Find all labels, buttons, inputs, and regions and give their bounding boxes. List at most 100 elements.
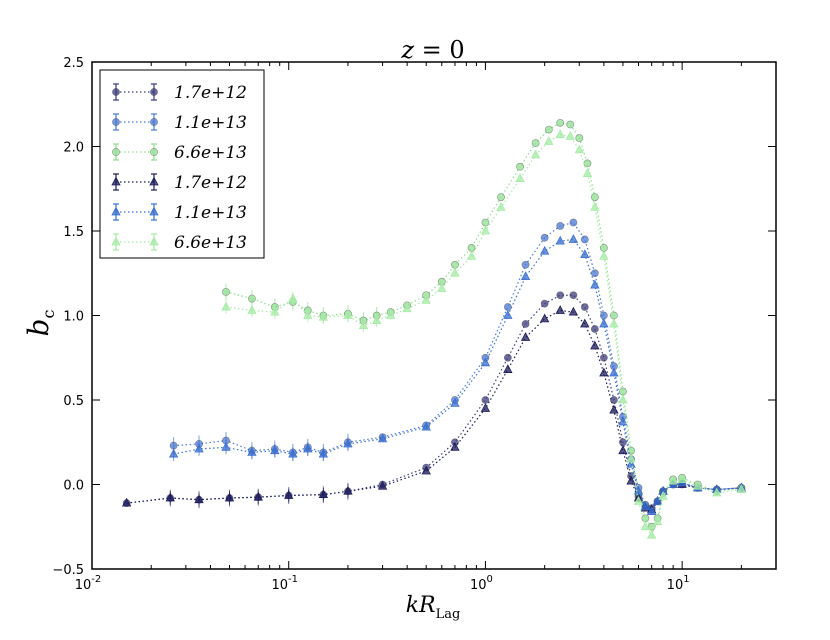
data-point: [343, 310, 353, 319]
y-tick-label: 1.5: [63, 225, 84, 240]
legend-entry: 6.6e+13: [112, 143, 247, 163]
data-point: [194, 494, 204, 504]
data-point: [247, 305, 257, 314]
data-point: [582, 168, 593, 177]
legend: 1.7e+12 1.1e+13 6.6e+13 1.7e+12 1.1e+13 6.6e+…: [99, 69, 265, 259]
y-tick-label: 2.0: [63, 141, 84, 156]
legend-label: 1.1e+13: [174, 113, 247, 133]
data-point: [503, 310, 513, 319]
series-layer: [121, 118, 747, 539]
data-point: [480, 225, 491, 235]
data-point: [609, 404, 619, 414]
legend-marker: [112, 148, 120, 156]
data-point: [194, 443, 204, 453]
data-point: [555, 129, 565, 139]
axis-ticks: 10-2 10-1 100 101−0.50.00.51.01.52.02.5: [52, 56, 777, 593]
data-point: [652, 516, 663, 526]
data-point: [503, 303, 512, 311]
series-line: [173, 238, 742, 513]
x-tick-label: 10-1: [271, 574, 298, 593]
data-point: [580, 303, 589, 311]
data-point: [658, 490, 668, 500]
data-point: [386, 310, 396, 319]
data-point: [520, 271, 531, 281]
data-point: [626, 453, 636, 463]
data-point: [555, 305, 565, 314]
data-point: [450, 267, 460, 277]
data-point: [566, 120, 575, 129]
y-tick-label: 2.5: [63, 56, 84, 71]
data-point: [318, 448, 329, 458]
data-point: [516, 162, 524, 171]
data-point: [421, 421, 431, 431]
data-point: [693, 480, 703, 490]
legend-entry: 6.6e+13: [111, 233, 247, 253]
data-point: [343, 438, 353, 448]
data-point: [610, 311, 618, 320]
data-point: [515, 173, 525, 183]
x-tick-exponent: -1: [288, 574, 298, 585]
legend-entry: 1.1e+13: [111, 203, 247, 223]
data-point: [521, 320, 530, 328]
data-point: [480, 357, 491, 367]
legend-marker: [149, 206, 159, 216]
data-point: [121, 497, 132, 507]
data-point: [647, 529, 657, 539]
x-tick-exponent: -2: [91, 574, 101, 585]
legend-marker: [149, 236, 159, 246]
data-point: [583, 159, 592, 168]
legend-marker: [111, 236, 121, 246]
data-point: [556, 291, 565, 300]
data-point: [565, 131, 575, 140]
data-point: [224, 492, 235, 502]
data-point: [288, 293, 298, 303]
legend-marker: [149, 176, 159, 186]
legend-label: 6.6e+13: [174, 233, 247, 253]
legend-label: 1.7e+12: [174, 83, 247, 103]
data-point: [450, 441, 460, 451]
data-point: [270, 445, 280, 455]
data-point: [668, 475, 678, 485]
data-point: [568, 306, 579, 316]
legend-marker: [112, 88, 120, 96]
data-point: [599, 367, 609, 377]
data-point: [481, 396, 490, 404]
data-point: [221, 441, 231, 451]
data-point: [590, 325, 599, 333]
data-point: [270, 306, 280, 316]
x-tick-base: 10: [271, 578, 288, 593]
data-point: [640, 501, 651, 510]
data-point: [540, 233, 549, 242]
data-point: [736, 484, 747, 493]
legend-label: 1.7e+12: [174, 173, 247, 193]
data-point: [284, 490, 294, 499]
data-point: [569, 291, 578, 300]
y-tick-label: 0.5: [63, 394, 84, 409]
data-point: [450, 398, 460, 407]
data-point: [712, 487, 722, 497]
y-tick-label: 0.0: [63, 479, 84, 494]
legend-marker: [111, 206, 121, 216]
legend-label: 6.6e+13: [174, 143, 247, 163]
data-point: [569, 218, 578, 227]
data-point: [556, 222, 565, 230]
x-axis-label: kRLag: [406, 593, 461, 622]
data-point: [222, 287, 230, 296]
data-point: [253, 491, 263, 501]
data-point: [626, 475, 636, 485]
data-point: [599, 353, 608, 362]
y-axis-label: bc: [22, 310, 58, 337]
data-point: [544, 136, 554, 145]
data-point: [377, 480, 388, 490]
legend-entry: 1.7e+12: [111, 173, 247, 193]
series-line: [225, 134, 742, 537]
data-point: [544, 125, 553, 134]
data-point: [539, 313, 550, 323]
data-point: [626, 458, 636, 468]
data-point: [343, 485, 353, 495]
data-point: [599, 318, 609, 328]
data-point: [466, 251, 477, 260]
x-tick-base: 10: [75, 578, 92, 593]
data-point: [497, 193, 505, 202]
